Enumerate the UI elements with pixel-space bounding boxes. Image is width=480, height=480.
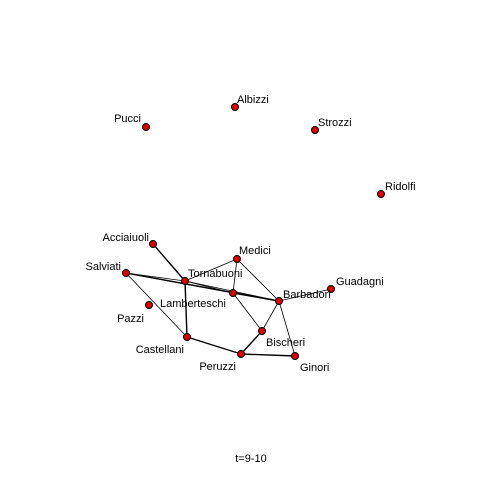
node-label-ginori: Ginori [300,362,329,374]
node-medici [233,255,241,263]
node-label-peruzzi: Peruzzi [199,361,236,373]
edge-acciaiuoli-tornabuoni [152,243,186,282]
node-label-barbadori: Barbadori [283,289,331,301]
edge-barbadori-ginori [278,300,296,357]
node-tornabuoni [181,277,189,285]
edge-salviati-lamberteschi [125,272,234,294]
node-label-medici: Medici [239,245,271,257]
edge-medici-tornabuoni [184,258,238,282]
edge-medici-barbadori [236,258,280,302]
nodes-layer [122,103,385,360]
edge-peruzzi-ginori [240,353,296,357]
node-label-pucci: Pucci [114,113,141,125]
node-label-lamberteschi: Lamberteschi [160,298,226,310]
edge-medici-lamberteschi [232,258,238,294]
node-lamberteschi [229,289,237,297]
node-peruzzi [237,350,245,358]
node-label-strozzi: Strozzi [318,117,352,129]
node-barbadori [275,297,283,305]
node-bischeri [258,327,266,335]
edges-layer [125,243,332,357]
labels-layer: Pucci Albizzi Strozzi Ridolfi Acciaiuoli Medi… [86,94,416,374]
node-guadagni [327,285,335,293]
node-label-acciaiuoli: Acciaiuoli [103,232,149,244]
edge-bischeri-peruzzi [240,330,263,355]
node-pazzi [145,301,153,309]
node-label-bischeri: Bischeri [266,337,305,349]
node-label-ridolfi: Ridolfi [385,181,416,193]
node-pucci [142,123,150,131]
node-ginori [291,352,299,360]
node-albizzi [231,103,239,111]
edge-barbadori-guadagni [278,288,332,302]
node-ridolfi [377,190,385,198]
node-strozzi [311,126,319,134]
edge-tornabuoni-castellani [184,280,188,338]
edge-castellani-peruzzi [186,336,242,355]
node-label-tornabuoni: Tornabuoni [188,268,242,280]
node-label-castellani: Castellani [136,344,184,356]
node-label-salviati: Salviati [86,261,121,273]
node-label-pazzi: Pazzi [117,313,144,325]
time-window-caption: t=9-10 [235,453,267,465]
edge-salviati-castellani [125,272,188,338]
node-castellani [183,333,191,341]
node-label-guadagni: Guadagni [336,276,384,288]
node-acciaiuoli [149,240,157,248]
edge-barbadori-bischeri [261,300,280,332]
node-label-albizzi: Albizzi [237,94,269,106]
edge-lamberteschi-barbadori [232,292,280,302]
node-salviati [122,269,130,277]
edge-lamberteschi-bischeri [232,292,263,332]
